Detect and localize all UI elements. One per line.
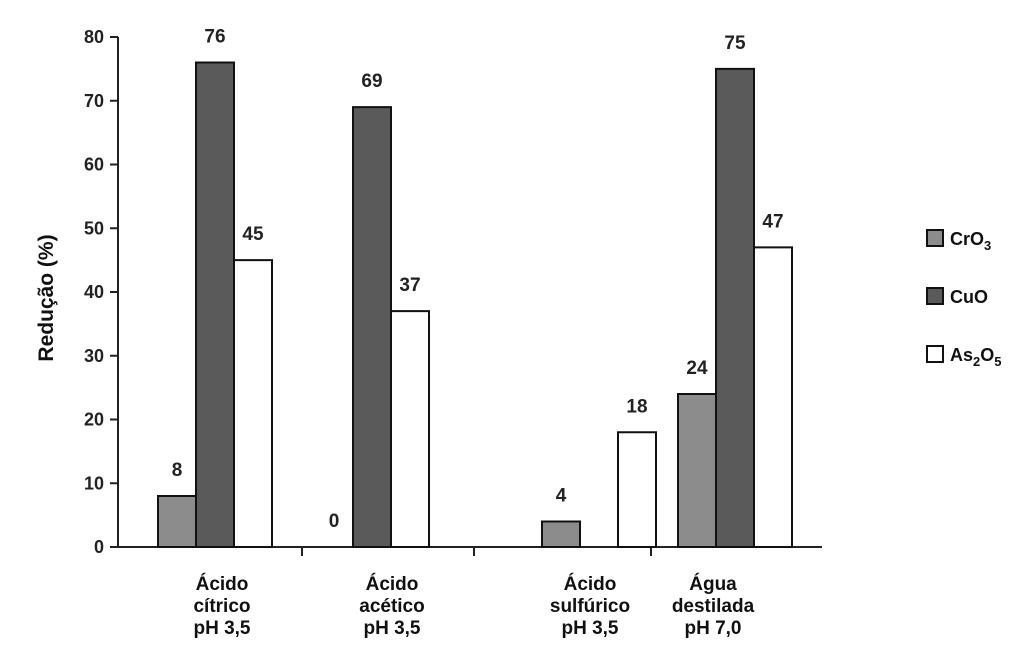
data-label: 75	[724, 33, 746, 54]
legend-label-cro3: CrO3	[950, 229, 991, 253]
legend-swatch-cuo	[926, 287, 944, 305]
y-tick-label: 50	[84, 218, 104, 238]
data-label: 4	[556, 486, 567, 507]
bar-as2o5-2	[617, 431, 657, 548]
legend: CrO3 CuO As2O5	[926, 229, 1002, 369]
bar-as2o5-3	[753, 246, 793, 548]
category-label: Água destilada pH 7,0	[672, 573, 755, 639]
category-label: Ácido acético pH 3,5	[359, 573, 424, 639]
y-axis-label: Redução (%)	[35, 234, 58, 361]
bar-cro3-2	[541, 520, 581, 548]
data-label: 18	[626, 396, 647, 417]
y-tick-label: 80	[84, 27, 104, 47]
y-tick-label: 60	[84, 155, 104, 175]
bars	[157, 61, 793, 548]
data-labels: 8 76 45 0 69 37 4 18 24 75 47	[172, 27, 784, 533]
y-axis-title: Redução (%)	[35, 234, 58, 361]
bar-as2o5-0	[233, 259, 273, 548]
data-label: 69	[361, 71, 382, 92]
data-label: 47	[762, 211, 783, 232]
category-label: Ácido cítrico pH 3,5	[193, 573, 250, 639]
bar-cuo-3	[715, 67, 755, 548]
data-label: 8	[172, 460, 183, 481]
category-labels: Ácido cítrico pH 3,5 Ácido acético pH 3,5 Ácid…	[193, 573, 754, 639]
legend-label-as2o5: As2O5	[950, 345, 1002, 369]
legend-label-cuo: CuO	[950, 287, 988, 307]
bar-cuo-1	[352, 106, 392, 548]
bar-cro3-0	[157, 495, 197, 548]
data-label: 45	[242, 224, 264, 245]
y-tick-label: 40	[84, 282, 104, 302]
bar-as2o5-1	[390, 310, 430, 548]
y-tick-label: 70	[84, 91, 104, 111]
y-tick-label: 10	[84, 473, 104, 493]
bar-cuo-0	[195, 61, 235, 548]
y-tick-label: 30	[84, 346, 104, 366]
bar-cro3-3	[677, 393, 717, 548]
data-label: 37	[399, 275, 420, 296]
legend-swatch-cro3	[926, 229, 944, 247]
data-label: 24	[686, 358, 708, 379]
data-label: 0	[329, 511, 340, 532]
data-label: 76	[204, 27, 225, 48]
y-tick-label: 20	[84, 410, 104, 430]
category-label: Ácido sulfúrico pH 3,5	[550, 573, 630, 639]
y-tick-label: 0	[94, 537, 104, 557]
legend-swatch-as2o5	[926, 345, 944, 363]
